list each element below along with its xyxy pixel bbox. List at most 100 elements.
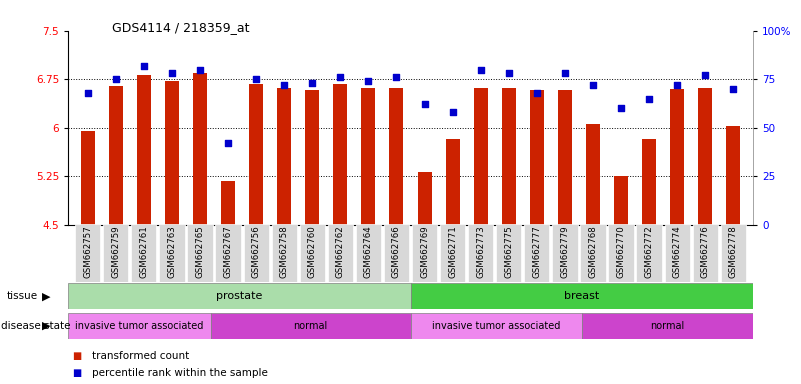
Text: GSM662767: GSM662767 <box>223 226 232 278</box>
FancyBboxPatch shape <box>580 224 606 281</box>
Point <box>698 72 711 78</box>
FancyBboxPatch shape <box>356 224 381 281</box>
FancyBboxPatch shape <box>609 224 634 281</box>
Text: GSM662770: GSM662770 <box>617 226 626 278</box>
FancyBboxPatch shape <box>410 283 753 309</box>
FancyBboxPatch shape <box>384 224 409 281</box>
Text: ▶: ▶ <box>42 321 51 331</box>
Bar <box>642 139 656 225</box>
FancyBboxPatch shape <box>412 224 437 281</box>
Text: GSM662771: GSM662771 <box>448 226 457 278</box>
FancyBboxPatch shape <box>637 224 662 281</box>
Point <box>222 140 235 146</box>
Text: invasive tumor associated: invasive tumor associated <box>432 321 561 331</box>
Point <box>418 101 431 108</box>
Text: percentile rank within the sample: percentile rank within the sample <box>92 368 268 378</box>
Text: GSM662766: GSM662766 <box>392 226 401 278</box>
Text: normal: normal <box>293 321 328 331</box>
FancyBboxPatch shape <box>103 224 128 281</box>
Text: GDS4114 / 218359_at: GDS4114 / 218359_at <box>112 21 250 34</box>
Point <box>390 74 403 80</box>
Bar <box>614 176 628 225</box>
Point <box>110 76 123 82</box>
FancyBboxPatch shape <box>496 224 521 281</box>
Bar <box>305 90 320 225</box>
Text: prostate: prostate <box>216 291 263 301</box>
FancyBboxPatch shape <box>68 283 410 309</box>
Bar <box>529 90 544 225</box>
Bar <box>109 86 123 225</box>
Text: GSM662772: GSM662772 <box>645 226 654 278</box>
Text: GSM662760: GSM662760 <box>308 226 316 278</box>
Text: GSM662773: GSM662773 <box>476 226 485 278</box>
Text: GSM662765: GSM662765 <box>195 226 204 278</box>
FancyBboxPatch shape <box>552 224 578 281</box>
FancyBboxPatch shape <box>159 224 184 281</box>
FancyBboxPatch shape <box>524 224 549 281</box>
Point <box>558 70 571 76</box>
Bar <box>361 88 376 225</box>
Bar <box>727 126 740 225</box>
Text: GSM662756: GSM662756 <box>252 226 260 278</box>
Text: disease state: disease state <box>1 321 70 331</box>
Text: GSM662774: GSM662774 <box>673 226 682 278</box>
FancyBboxPatch shape <box>131 224 156 281</box>
Point <box>614 105 627 111</box>
FancyBboxPatch shape <box>582 313 753 339</box>
Bar <box>557 90 572 225</box>
FancyBboxPatch shape <box>468 224 493 281</box>
Bar <box>586 124 600 225</box>
Bar <box>670 89 684 225</box>
Bar <box>501 88 516 225</box>
FancyBboxPatch shape <box>68 313 211 339</box>
Text: GSM662762: GSM662762 <box>336 226 345 278</box>
Text: GSM662778: GSM662778 <box>729 226 738 278</box>
FancyBboxPatch shape <box>244 224 269 281</box>
FancyBboxPatch shape <box>440 224 465 281</box>
Point <box>642 96 655 102</box>
FancyBboxPatch shape <box>300 224 325 281</box>
FancyBboxPatch shape <box>410 313 582 339</box>
Text: breast: breast <box>564 291 599 301</box>
Bar <box>277 88 292 225</box>
FancyBboxPatch shape <box>721 224 746 281</box>
Text: GSM662759: GSM662759 <box>111 226 120 278</box>
Bar <box>333 84 348 225</box>
Point <box>194 66 207 73</box>
Text: GSM662775: GSM662775 <box>505 226 513 278</box>
Text: GSM662777: GSM662777 <box>533 226 541 278</box>
FancyBboxPatch shape <box>693 224 718 281</box>
Point <box>278 82 291 88</box>
Point <box>727 86 739 92</box>
Text: ■: ■ <box>72 351 82 361</box>
Point <box>474 66 487 73</box>
Point <box>138 63 151 69</box>
FancyBboxPatch shape <box>187 224 212 281</box>
Point <box>670 82 683 88</box>
Text: GSM662764: GSM662764 <box>364 226 373 278</box>
FancyBboxPatch shape <box>75 224 100 281</box>
Text: GSM662763: GSM662763 <box>167 226 176 278</box>
Text: GSM662758: GSM662758 <box>280 226 288 278</box>
Point <box>82 90 95 96</box>
Bar <box>137 74 151 225</box>
FancyBboxPatch shape <box>211 313 410 339</box>
Bar <box>417 172 432 225</box>
Text: normal: normal <box>650 321 685 331</box>
Point <box>306 80 319 86</box>
Point <box>334 74 347 80</box>
Point <box>530 90 543 96</box>
Text: GSM662768: GSM662768 <box>589 226 598 278</box>
Bar <box>473 88 488 225</box>
Bar <box>81 131 95 225</box>
Point <box>446 109 459 115</box>
Text: GSM662769: GSM662769 <box>420 226 429 278</box>
Point <box>362 78 375 84</box>
Bar <box>698 88 712 225</box>
FancyBboxPatch shape <box>215 224 241 281</box>
Point <box>166 70 179 76</box>
Bar <box>389 88 404 225</box>
Bar <box>165 81 179 225</box>
Text: ■: ■ <box>72 368 82 378</box>
Bar <box>221 181 235 225</box>
